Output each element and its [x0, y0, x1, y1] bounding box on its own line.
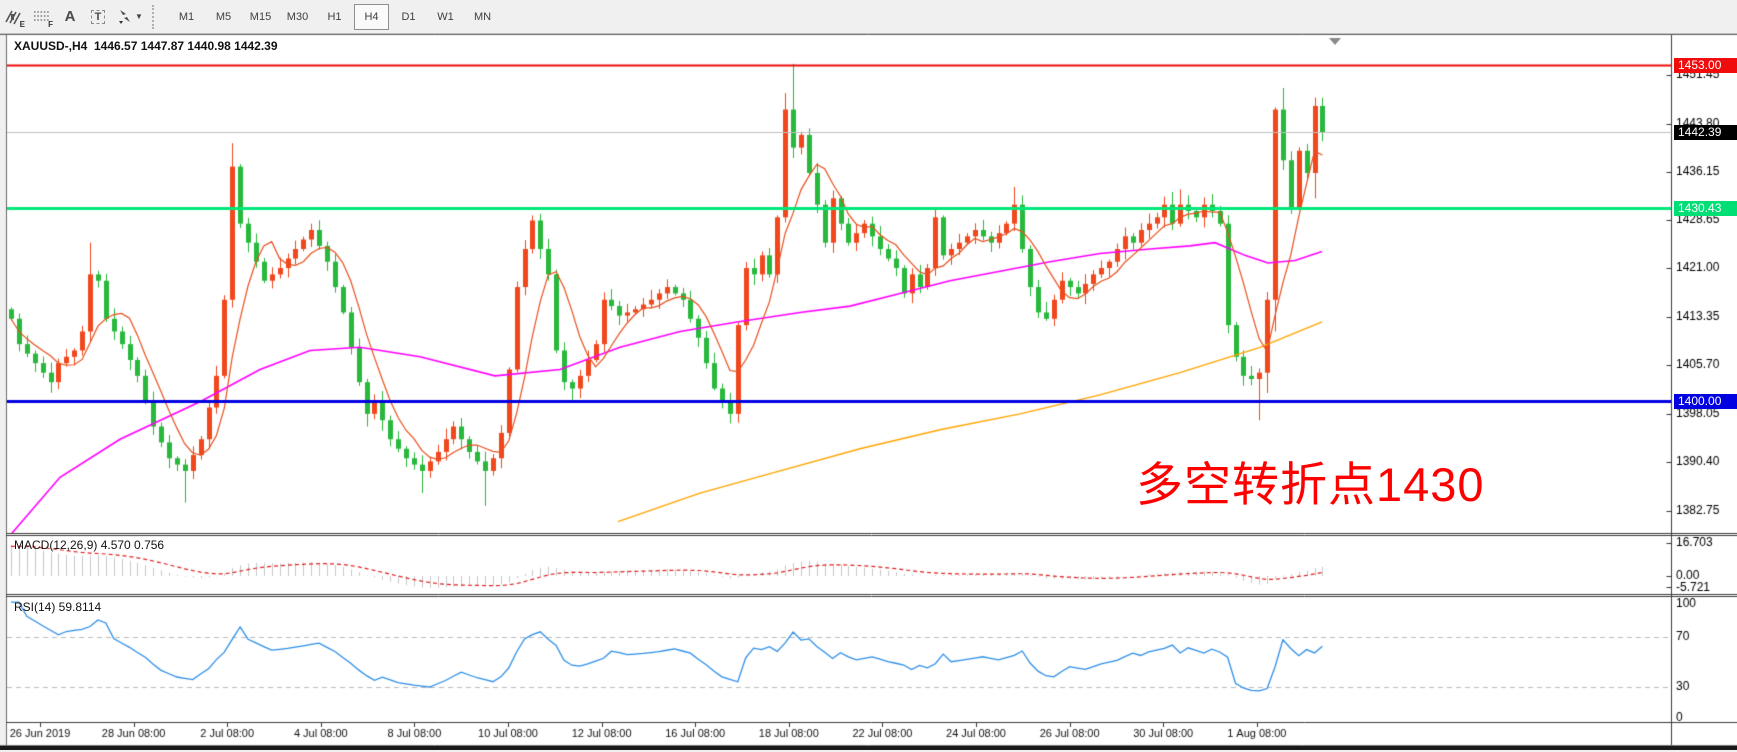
timeframe-button-w1[interactable]: W1: [437, 10, 454, 23]
toolbar: E F A T ▼ M1 M5 M15 M30 H1 H4 D1 W1 MN: [0, 0, 1737, 34]
tool-sub-label: F: [48, 19, 53, 29]
timeframe-button-h1[interactable]: H1: [327, 10, 342, 23]
price-level-badge: 1400.00: [1674, 394, 1737, 409]
price-chart-canvas[interactable]: [0, 34, 1737, 746]
label-tool-icon[interactable]: T: [85, 4, 111, 30]
price-level-badge: 1453.00: [1674, 58, 1737, 73]
text-tool-icon[interactable]: A: [64, 8, 76, 25]
price-level-badge: 1442.39: [1674, 125, 1737, 140]
timeframe-button-mn[interactable]: MN: [473, 10, 492, 23]
chart-window: XAUUSD-,H4 1446.57 1447.87 1440.98 1442.…: [0, 34, 1737, 746]
price-level-badge: 1430.43: [1674, 201, 1737, 216]
timeframe-button-m30[interactable]: M30: [286, 10, 309, 23]
timeframe-button-m1[interactable]: M1: [178, 10, 195, 23]
timeframe-button-h4[interactable]: H4: [354, 3, 389, 30]
chart-text-annotation: 多空转折点1430: [1136, 458, 1485, 511]
arrow-tools-icon[interactable]: ▼: [113, 4, 147, 30]
chevron-down-icon: ▼: [135, 12, 143, 21]
window-bottom-edge: [0, 746, 1737, 750]
macd-indicator-label: MACD(12,26,9) 4.570 0.756: [14, 538, 165, 552]
arrows-glyph: [119, 10, 131, 24]
timeframe-button-m5[interactable]: M5: [215, 10, 232, 23]
timeframe-button-m15[interactable]: M15: [249, 10, 272, 23]
grid-icon[interactable]: F: [29, 4, 55, 30]
label-tool-glyph: T: [90, 9, 106, 24]
timeframe-group: M1 M5 M15 M30 H1 H4 D1 W1 MN: [168, 3, 501, 30]
rsi-indicator-label: RSI(14) 59.8114: [14, 600, 102, 614]
dotted-rows-glyph: [34, 10, 50, 21]
toolbar-separator: [152, 4, 164, 29]
chart-symbol-title: XAUUSD-,H4 1446.57 1447.87 1440.98 1442.…: [14, 39, 278, 53]
indicators-icon[interactable]: E: [1, 4, 27, 30]
timeframe-button-d1[interactable]: D1: [401, 10, 416, 23]
tool-sub-label: E: [19, 19, 25, 29]
hatch-chart-icon: [5, 10, 21, 24]
